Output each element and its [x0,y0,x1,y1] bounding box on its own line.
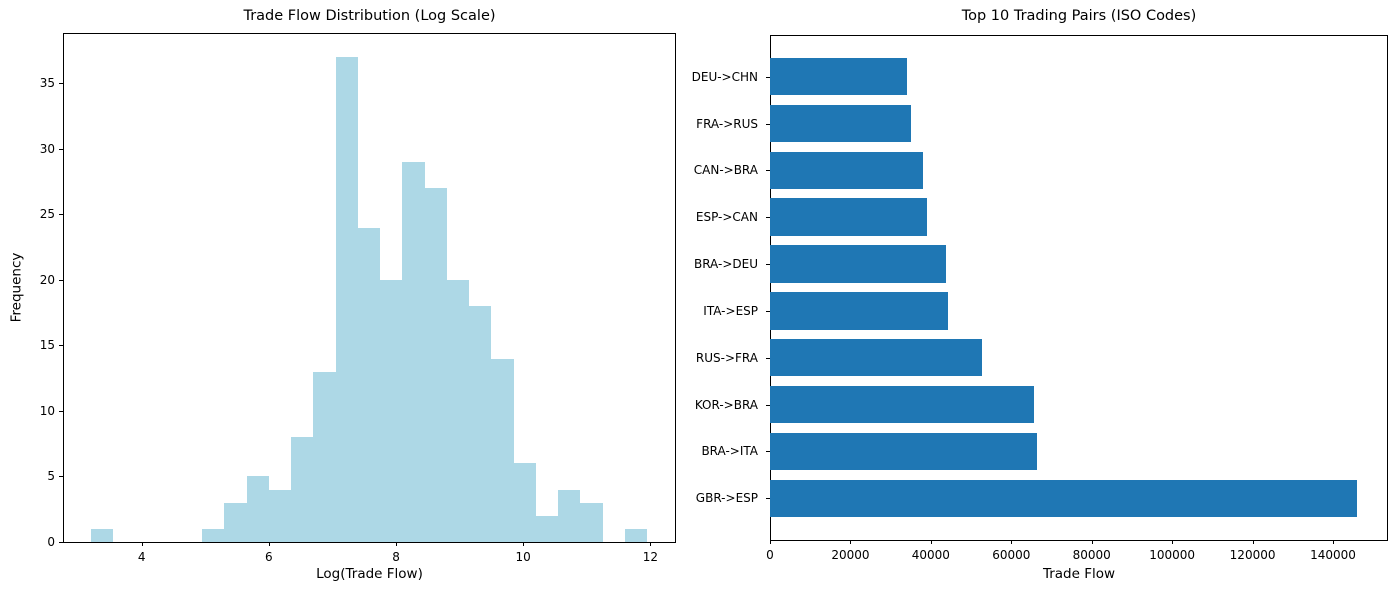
histogram-bar [558,489,581,542]
histogram-bar [402,162,425,542]
barchart-category-label: ESP->CAN [695,210,758,225]
barchart-category-label: BRA->ITA [701,444,758,459]
histogram-y-tick-label: 25 [39,207,55,222]
barchart-x-tick-label: 100000 [1149,548,1196,562]
histogram-y-tick-mark [59,83,63,85]
barchart-y-tick-mark [766,498,770,500]
histogram-x-tick-label: 8 [392,550,400,564]
histogram-bar [335,57,358,542]
barchart-category-label: BRA->DEU [693,257,758,272]
barchart-x-tick-mark [850,540,852,544]
histogram-x-tick-mark [268,542,270,546]
barchart-x-tick-label: 60000 [992,548,1031,562]
trade-pair-bar [770,57,908,96]
histogram-x-tick-label: 6 [265,550,273,564]
histogram-bar [624,528,648,542]
histogram-bar [268,489,292,542]
histogram-bar [357,227,381,542]
histogram-x-tick-mark [523,542,525,546]
barchart-x-tick-label: 40000 [911,548,950,562]
barchart-x-tick-mark [1252,540,1254,544]
histogram-bar [491,358,514,542]
histogram-x-tick-mark [650,542,652,546]
histogram-y-tick-mark [59,279,63,281]
histogram-bar [424,188,447,542]
histogram-x-tick-mark [396,542,398,546]
trade-pair-bar [770,479,1358,518]
barchart-x-tick-label: 120000 [1229,548,1276,562]
histogram-bar [246,476,269,542]
barchart-category-label: FRA->RUS [696,116,758,131]
barchart-y-tick-mark [766,170,770,172]
histogram-title: Trade Flow Distribution (Log Scale) [243,8,496,24]
histogram-y-tick-mark [59,214,63,216]
trade-pair-bar [770,432,1038,471]
histogram-bar [380,279,403,542]
histogram-x-tick-label: 4 [137,550,146,564]
trade-pair-bar [770,339,983,377]
barchart-x-tick-mark [1333,540,1334,544]
trade-pair-bar [770,385,1035,424]
trade-pair-bar [770,104,912,143]
barchart-y-tick-mark [766,451,770,453]
barchart-category-label: GBR->ESP [695,491,758,506]
histogram-y-tick-label: 30 [39,141,55,156]
histogram-x-tick-label: 12 [642,550,658,564]
histogram-y-tick-label: 0 [47,535,55,549]
barchart-x-tick-label: 140000 [1310,548,1356,562]
barchart-x-tick-label: 0 [766,548,774,562]
barchart-y-tick-mark [766,357,770,359]
barchart-x-tick-mark [930,540,932,544]
trade-pair-bar [770,245,947,283]
histogram-bar [291,437,314,542]
barchart-category-label: ITA->ESP [703,303,758,318]
barchart-y-tick-mark [766,217,770,219]
histogram-bar [90,528,114,542]
histogram-y-tick-label: 15 [39,338,55,353]
histogram-bar [513,463,536,542]
histogram-y-tick-label: 35 [39,76,55,91]
histogram-y-tick-mark [59,542,63,543]
histogram-x-axis-label: Log(Trade Flow) [316,566,423,582]
histogram-x-tick-label: 10 [515,550,531,564]
histogram-bar [580,502,603,542]
barchart-x-tick-mark [1011,540,1013,544]
histogram-y-tick-mark [59,410,63,412]
barchart-y-tick-mark [766,404,770,406]
barchart-category-label: KOR->BRA [694,397,758,412]
barchart-x-tick-mark [1172,540,1174,544]
histogram-bar [224,502,247,542]
histogram-y-tick-mark [59,476,63,478]
barchart-y-tick-mark [766,310,770,312]
barchart-x-tick-label: 20000 [831,548,870,562]
histogram-bar [535,515,559,542]
barchart-x-tick-mark [770,540,771,544]
histogram-y-tick-mark [59,345,63,347]
trade-pair-bar [770,198,927,236]
trade-pair-bar [770,292,949,330]
histogram-y-tick-label: 20 [39,272,55,287]
histogram-bar [469,306,492,542]
histogram-bar [446,279,470,542]
barchart-y-tick-mark [766,123,770,125]
histogram-y-tick-mark [59,148,63,150]
barchart-category-label: DEU->CHN [691,69,758,84]
barchart-y-tick-mark [766,264,770,266]
barchart-x-axis-label: Trade Flow [1042,566,1116,582]
histogram-y-tick-label: 5 [47,469,55,484]
histogram-x-tick-mark [141,542,143,546]
barchart-x-tick-mark [1091,540,1093,544]
barchart-category-label: RUS->FRA [695,350,758,365]
barchart-category-label: CAN->BRA [693,163,758,178]
histogram-bar [202,528,225,542]
histogram-bar [313,371,336,542]
histogram-y-tick-label: 10 [39,403,55,418]
barchart-title: Top 10 Trading Pairs (ISO Codes) [961,8,1197,24]
barchart-y-tick-mark [766,76,770,78]
trade-pair-bar [770,151,923,190]
barchart-x-tick-label: 80000 [1072,548,1111,562]
